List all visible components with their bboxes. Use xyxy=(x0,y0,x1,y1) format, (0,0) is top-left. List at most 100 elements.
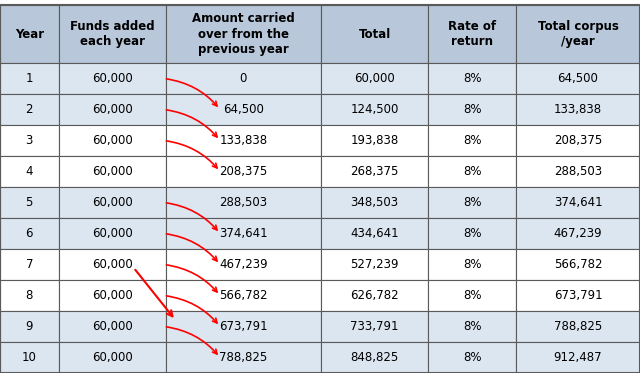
Text: 8%: 8% xyxy=(463,134,481,147)
Bar xyxy=(0,125,59,156)
Text: 288,503: 288,503 xyxy=(220,196,268,209)
Bar xyxy=(428,125,516,156)
Bar xyxy=(166,342,321,373)
Bar xyxy=(166,311,321,342)
Text: 64,500: 64,500 xyxy=(557,72,598,85)
Bar xyxy=(428,5,516,63)
Bar xyxy=(321,218,428,249)
Bar xyxy=(59,187,166,218)
Text: 2: 2 xyxy=(26,103,33,116)
Text: 60,000: 60,000 xyxy=(92,134,132,147)
Text: 5: 5 xyxy=(26,196,33,209)
Text: Rate of
return: Rate of return xyxy=(448,20,496,48)
Bar xyxy=(516,94,640,125)
Text: 288,503: 288,503 xyxy=(554,165,602,178)
Text: 434,641: 434,641 xyxy=(350,227,399,240)
Text: 6: 6 xyxy=(26,227,33,240)
Bar xyxy=(321,280,428,311)
Text: 8%: 8% xyxy=(463,351,481,364)
Bar xyxy=(428,311,516,342)
Text: 193,838: 193,838 xyxy=(351,134,399,147)
Bar xyxy=(0,249,59,280)
Text: 788,825: 788,825 xyxy=(554,320,602,333)
Text: 64,500: 64,500 xyxy=(223,103,264,116)
Text: Amount carried
over from the
previous year: Amount carried over from the previous ye… xyxy=(192,12,295,56)
Bar xyxy=(321,125,428,156)
Text: 133,838: 133,838 xyxy=(220,134,268,147)
Text: 60,000: 60,000 xyxy=(92,72,132,85)
Text: 566,782: 566,782 xyxy=(219,289,268,302)
Text: 8%: 8% xyxy=(463,258,481,271)
Bar xyxy=(516,156,640,187)
Bar xyxy=(321,94,428,125)
Text: 208,375: 208,375 xyxy=(554,134,602,147)
Text: 374,641: 374,641 xyxy=(554,196,602,209)
Text: 60,000: 60,000 xyxy=(92,103,132,116)
Bar xyxy=(321,63,428,94)
Bar xyxy=(59,311,166,342)
Text: 912,487: 912,487 xyxy=(554,351,602,364)
Bar xyxy=(428,218,516,249)
Text: 348,503: 348,503 xyxy=(351,196,399,209)
Text: 8%: 8% xyxy=(463,289,481,302)
Bar xyxy=(0,5,59,63)
Bar xyxy=(0,280,59,311)
Text: 0: 0 xyxy=(240,72,247,85)
Bar xyxy=(0,94,59,125)
Bar xyxy=(59,156,166,187)
Text: 4: 4 xyxy=(26,165,33,178)
Text: 848,825: 848,825 xyxy=(351,351,399,364)
Bar xyxy=(166,125,321,156)
Bar xyxy=(59,249,166,280)
Text: 374,641: 374,641 xyxy=(219,227,268,240)
Bar xyxy=(428,342,516,373)
Text: 8%: 8% xyxy=(463,165,481,178)
Bar xyxy=(0,311,59,342)
Bar xyxy=(321,5,428,63)
Bar xyxy=(321,342,428,373)
Text: 7: 7 xyxy=(26,258,33,271)
Text: 1: 1 xyxy=(26,72,33,85)
Bar xyxy=(428,280,516,311)
Bar xyxy=(321,311,428,342)
Bar xyxy=(166,63,321,94)
Bar xyxy=(0,342,59,373)
Text: Total: Total xyxy=(358,28,391,41)
Text: 527,239: 527,239 xyxy=(350,258,399,271)
Text: 60,000: 60,000 xyxy=(92,165,132,178)
Bar xyxy=(428,94,516,125)
Text: 8%: 8% xyxy=(463,72,481,85)
Text: 673,791: 673,791 xyxy=(554,289,602,302)
Bar xyxy=(59,342,166,373)
Bar xyxy=(166,249,321,280)
Bar xyxy=(59,280,166,311)
Bar xyxy=(428,187,516,218)
Text: 467,239: 467,239 xyxy=(219,258,268,271)
Bar xyxy=(166,94,321,125)
Text: 60,000: 60,000 xyxy=(92,320,132,333)
Bar xyxy=(0,156,59,187)
Bar xyxy=(428,156,516,187)
Bar xyxy=(59,125,166,156)
Text: 60,000: 60,000 xyxy=(92,258,132,271)
Text: 673,791: 673,791 xyxy=(219,320,268,333)
Bar xyxy=(516,218,640,249)
Text: 626,782: 626,782 xyxy=(350,289,399,302)
Text: Total corpus
/year: Total corpus /year xyxy=(538,20,618,48)
Text: 133,838: 133,838 xyxy=(554,103,602,116)
Text: 10: 10 xyxy=(22,351,36,364)
Bar xyxy=(166,280,321,311)
Bar xyxy=(516,5,640,63)
Bar xyxy=(321,249,428,280)
Text: Year: Year xyxy=(15,28,44,41)
Text: 8%: 8% xyxy=(463,320,481,333)
Text: 60,000: 60,000 xyxy=(355,72,395,85)
Bar xyxy=(516,280,640,311)
Text: 60,000: 60,000 xyxy=(92,289,132,302)
Text: 60,000: 60,000 xyxy=(92,351,132,364)
Bar xyxy=(166,218,321,249)
Bar xyxy=(0,63,59,94)
Bar xyxy=(516,311,640,342)
Text: 9: 9 xyxy=(26,320,33,333)
Text: 8%: 8% xyxy=(463,227,481,240)
